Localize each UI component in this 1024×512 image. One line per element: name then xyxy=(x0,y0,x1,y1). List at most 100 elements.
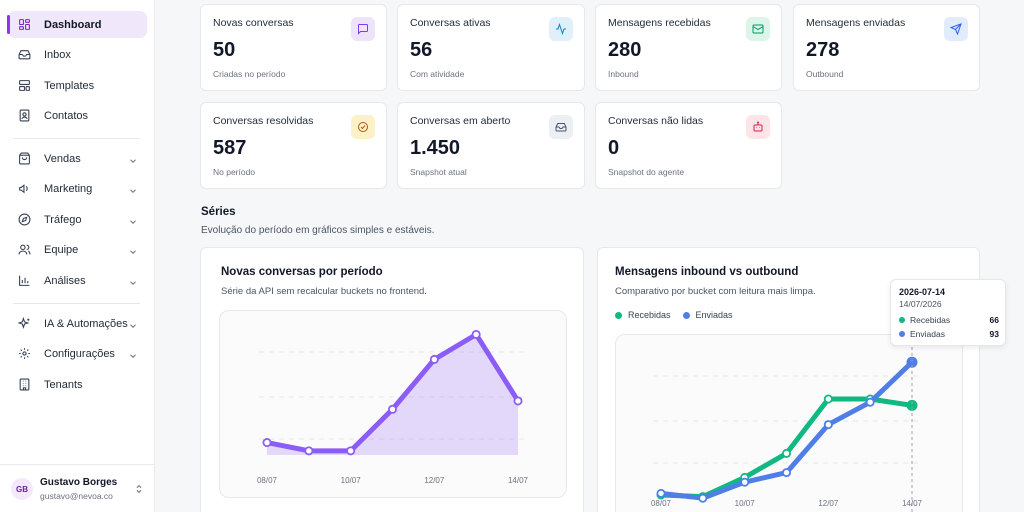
sidebar-item-equipe[interactable]: Equipe xyxy=(8,236,147,263)
sidebar-item-inbox[interactable]: Inbox xyxy=(8,41,147,68)
templates-icon xyxy=(17,79,31,93)
section-subtitle: Evolução do período em gráficos simples … xyxy=(201,225,435,236)
stat-card-novas-conversas: Novas conversas 50 Criadas no período xyxy=(200,4,387,91)
user-email: gustavo@nevoa.co xyxy=(40,491,113,501)
sidebar-item-label: Tráfego xyxy=(44,213,82,226)
sidebar-item-label: Tenants xyxy=(44,378,83,391)
stat-title: Novas conversas xyxy=(213,17,294,29)
sidebar-item-label: Templates xyxy=(44,79,95,92)
sidebar-item-vendas[interactable]: Vendas xyxy=(8,145,147,172)
sidebar-item-label: Dashboard xyxy=(44,18,102,31)
data-point xyxy=(698,493,708,503)
data-point xyxy=(906,399,918,411)
chart-plot: 08/07 10/07 12/07 14/07 xyxy=(219,310,567,498)
chevron-down-icon xyxy=(128,153,138,163)
tooltip-dot xyxy=(899,317,905,323)
data-point xyxy=(429,354,439,364)
sidebar-item-label: Contatos xyxy=(44,109,89,122)
chat-icon xyxy=(351,17,375,41)
sidebar-item-dashboard[interactable]: Dashboard xyxy=(7,11,147,38)
data-point xyxy=(740,477,750,487)
tick-label: 10/07 xyxy=(341,476,362,485)
avatar: GB xyxy=(11,478,33,500)
mensagens-chart: 08/07 10/07 12/07 14/07 xyxy=(651,347,923,512)
novas-conversas-chart: 08/07 10/07 12/07 14/07 xyxy=(257,329,529,485)
tooltip-row-enviadas: Enviadas 93 xyxy=(899,328,999,340)
data-point xyxy=(781,468,791,478)
stat-card-conversas-resolvidas: Conversas resolvidas 587 No período xyxy=(200,102,387,189)
data-point xyxy=(262,438,272,448)
data-point xyxy=(823,394,833,404)
legend-entry-enviadas[interactable]: Enviadas xyxy=(682,310,733,320)
gear-icon xyxy=(17,347,31,361)
data-point xyxy=(346,446,356,456)
legend-label: Recebidas xyxy=(628,310,671,320)
stat-subtitle: No período xyxy=(213,167,256,177)
check-circle-icon xyxy=(351,115,375,139)
stat-subtitle: Criadas no período xyxy=(213,69,286,79)
stat-value: 50 xyxy=(213,39,236,61)
sidebar-item-templates[interactable]: Templates xyxy=(8,72,147,99)
series-area xyxy=(267,334,518,455)
chart-card-novas-conversas: Novas conversas por período Série da API… xyxy=(200,247,584,512)
tick-label: 14/07 xyxy=(902,499,923,508)
stat-title: Conversas resolvidas xyxy=(213,115,314,127)
legend-entry-recebidas[interactable]: Recebidas xyxy=(615,310,671,320)
tick-label: 08/07 xyxy=(651,499,672,508)
chevron-down-icon xyxy=(128,183,138,193)
data-point xyxy=(471,329,481,339)
stat-title: Conversas em aberto xyxy=(410,115,511,127)
chevron-down-icon xyxy=(128,214,138,224)
bar-chart-icon xyxy=(17,274,31,288)
tick-label: 14/07 xyxy=(508,476,529,485)
shopping-bag-icon xyxy=(17,152,31,166)
user-name: Gustavo Borges xyxy=(40,477,118,488)
stat-value: 587 xyxy=(213,137,247,159)
legend-dot xyxy=(615,311,622,319)
sidebar-item-tenants[interactable]: Tenants xyxy=(8,371,147,398)
stat-card-conversas-nao-lidas: Conversas não lidas 0 Snapshot do agente xyxy=(595,102,782,189)
user-menu[interactable]: GB Gustavo Borges gustavo@nevoa.co xyxy=(0,464,155,512)
chevrons-up-down-icon[interactable] xyxy=(134,482,144,496)
building-icon xyxy=(17,378,31,392)
tooltip-value: 93 xyxy=(989,329,999,339)
stat-value: 56 xyxy=(410,39,433,61)
stat-card-conversas-em-aberto: Conversas em aberto 1.450 Snapshot atual xyxy=(397,102,585,189)
stat-card-conversas-ativas: Conversas ativas 56 Com atividade xyxy=(397,4,585,91)
stat-title: Mensagens enviadas xyxy=(806,17,906,29)
inbox-tray-icon xyxy=(549,115,573,139)
chart-title: Mensagens inbound vs outbound xyxy=(615,266,799,278)
chevron-down-icon xyxy=(128,275,138,285)
legend-label: Enviadas xyxy=(695,310,733,320)
tooltip-value: 66 xyxy=(989,315,999,325)
bot-icon xyxy=(746,115,770,139)
sidebar-item-analises[interactable]: Análises xyxy=(8,267,147,294)
chevron-down-icon xyxy=(128,348,138,358)
stat-value: 0 xyxy=(608,137,620,159)
data-point xyxy=(906,356,918,368)
tick-label: 12/07 xyxy=(818,499,839,508)
stat-title: Mensagens recebidas xyxy=(608,17,711,29)
stat-subtitle: Snapshot atual xyxy=(410,167,467,177)
sidebar-item-ia-automacoes[interactable]: IA & Automações xyxy=(8,310,147,337)
stat-value: 280 xyxy=(608,39,642,61)
sidebar-item-label: Análises xyxy=(44,274,86,287)
tooltip-subtitle: 14/07/2026 xyxy=(899,299,942,309)
sidebar-item-contatos[interactable]: Contatos xyxy=(8,102,147,129)
chevron-down-icon xyxy=(128,244,138,254)
sidebar-item-configuracoes[interactable]: Configurações xyxy=(8,340,147,367)
sidebar-item-label: Equipe xyxy=(44,243,79,256)
chart-plot: 08/07 10/07 12/07 14/07 xyxy=(615,334,963,512)
stat-subtitle: Outbound xyxy=(806,69,844,79)
mail-icon xyxy=(746,17,770,41)
series-line xyxy=(658,396,915,500)
sidebar-item-marketing[interactable]: Marketing xyxy=(8,175,147,202)
stat-title: Conversas não lidas xyxy=(608,115,704,127)
tooltip-label: Recebidas xyxy=(910,315,951,325)
contacts-icon xyxy=(17,109,31,123)
chart-subtitle: Comparativo por bucket com leitura mais … xyxy=(615,286,816,297)
sidebar-item-trafego[interactable]: Tráfego xyxy=(8,206,147,233)
legend-dot xyxy=(682,311,690,319)
sidebar-item-label: Inbox xyxy=(44,48,71,61)
data-point xyxy=(656,488,666,498)
